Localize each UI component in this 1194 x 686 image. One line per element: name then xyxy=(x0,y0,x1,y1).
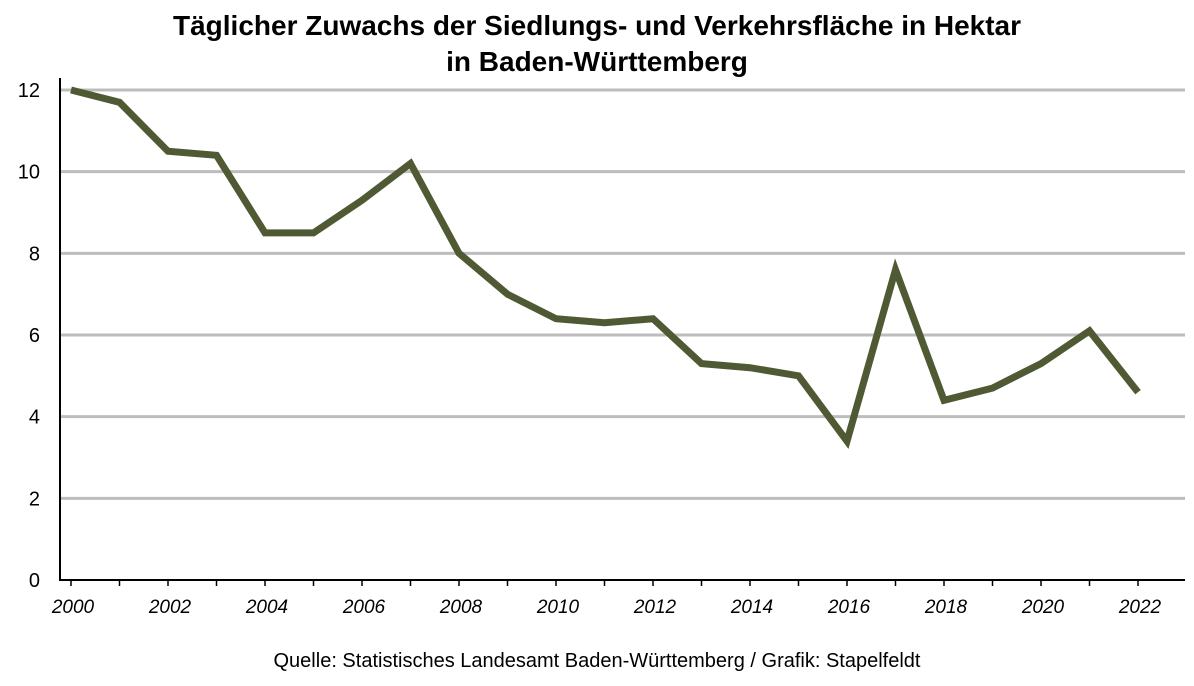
x-tick-label-2020: 2020 xyxy=(1021,597,1065,618)
chart-title-line1: Täglicher Zuwachs der Siedlungs- und Ver… xyxy=(172,10,1022,41)
x-tick-label-2010: 2010 xyxy=(536,597,580,618)
x-tick-label-2000: 2000 xyxy=(51,597,95,618)
source-note: Quelle: Statistisches Landesamt Baden-Wü… xyxy=(273,650,921,672)
y-tick-label-10: 10 xyxy=(18,162,40,184)
y-tick-label-0: 0 xyxy=(29,570,40,592)
y-tick-label-12: 12 xyxy=(18,80,40,102)
y-tick-label-2: 2 xyxy=(29,488,40,510)
x-tick-label-2004: 2004 xyxy=(245,597,288,618)
y-tick-label-4: 4 xyxy=(29,407,40,429)
x-tick-label-2012: 2012 xyxy=(633,597,677,618)
x-tick-label-2018: 2018 xyxy=(924,597,968,618)
chart-title: Täglicher Zuwachs der Siedlungs- und Ver… xyxy=(0,8,1194,80)
x-axis-ticks: 2000 2002 2004 2006 2008 2010 2012 2014 2016 2018… xyxy=(51,597,1162,618)
gridlines xyxy=(60,88,1185,500)
x-tick-label-2016: 2016 xyxy=(827,597,871,618)
chart-title-line2: in Baden-Württemberg xyxy=(446,46,748,77)
series-line-0 xyxy=(70,86,1141,450)
x-tick-label-2002: 2002 xyxy=(148,597,192,618)
x-tick-label-2014: 2014 xyxy=(730,597,773,618)
x-tick-label-2006: 2006 xyxy=(342,597,386,618)
series-group xyxy=(70,86,1141,450)
x-tick-label-2008: 2008 xyxy=(439,597,483,618)
y-tick-label-8: 8 xyxy=(29,243,40,265)
y-tick-label-6: 6 xyxy=(29,325,40,347)
y-axis-ticks: 0 2 4 6 8 10 12 xyxy=(18,80,40,592)
axes xyxy=(59,78,1185,586)
x-tick-label-2022: 2022 xyxy=(1118,597,1162,618)
